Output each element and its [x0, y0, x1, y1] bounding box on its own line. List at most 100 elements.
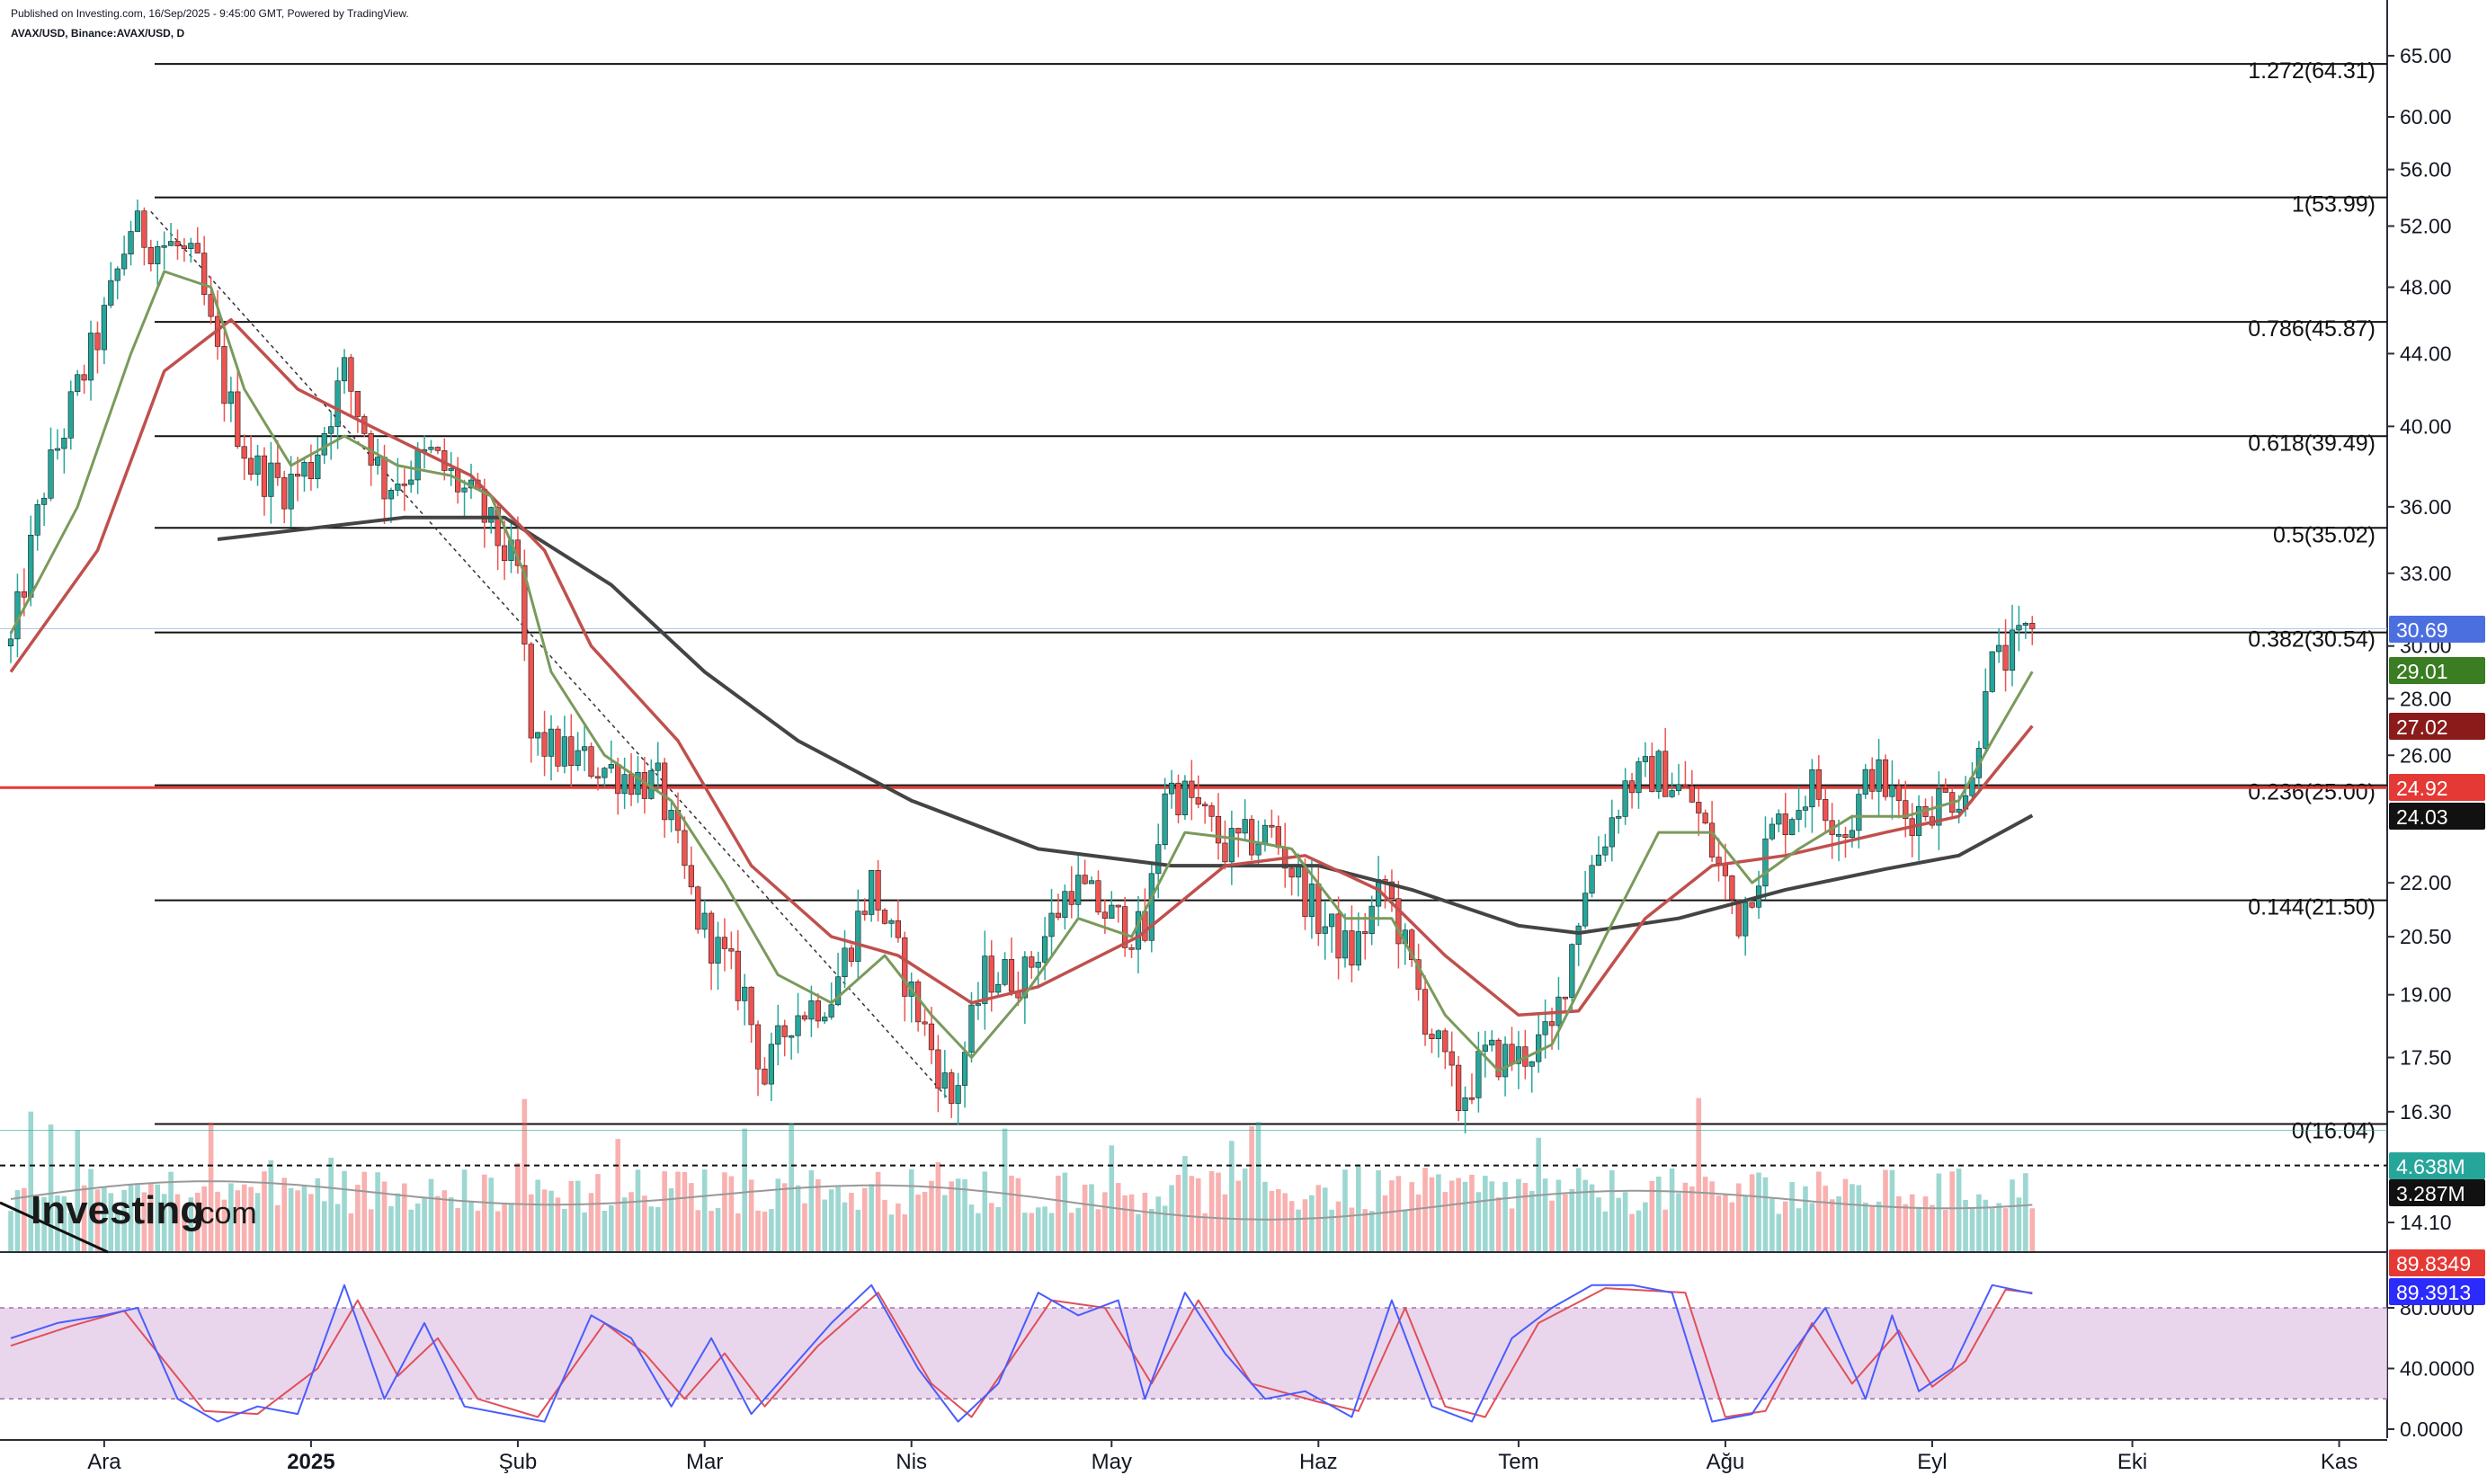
volume-bar	[1495, 1196, 1502, 1251]
price-tick-label: 28.00	[2400, 687, 2452, 710]
price-tag-label: 30.69	[2396, 618, 2448, 642]
candle-body	[2029, 623, 2036, 629]
volume-bar	[128, 1185, 134, 1251]
candle-body	[235, 391, 241, 448]
volume-bar	[515, 1163, 521, 1251]
candle-body	[1575, 925, 1582, 946]
volume-bar	[1983, 1199, 1989, 1251]
candle-body	[988, 955, 994, 993]
volume-bar	[1382, 1195, 1388, 1251]
volume-bar	[695, 1210, 701, 1251]
volume-bar	[1195, 1177, 1201, 1251]
candle-body	[1769, 823, 1775, 840]
candle-body	[67, 391, 74, 439]
fib-level-label: 0.786(45.87)	[2248, 316, 2376, 342]
candle-body	[434, 447, 441, 451]
candle-body	[301, 462, 308, 477]
volume-bar	[1322, 1187, 1328, 1251]
volume-bar	[822, 1199, 828, 1251]
volume-bar	[1709, 1181, 1715, 1251]
volume-bar	[575, 1180, 581, 1251]
candle-body	[635, 771, 641, 795]
volume-bar	[201, 1186, 207, 1251]
volume-bar	[828, 1189, 834, 1251]
candle-body	[708, 912, 715, 964]
volume-bar	[1475, 1192, 1482, 1251]
volume-bar	[1522, 1183, 1529, 1251]
candle-body	[1849, 830, 1856, 838]
candle-body	[922, 1021, 928, 1025]
candle-body	[1602, 846, 1609, 856]
fib-level-label: 0.144(21.50)	[2248, 895, 2376, 920]
volume-bar	[94, 1189, 101, 1251]
candle-body	[1689, 785, 1695, 803]
volume-bar	[1329, 1209, 1334, 1251]
volume-bar	[682, 1171, 688, 1251]
candle-body	[141, 210, 147, 248]
volume-bar	[461, 1169, 468, 1251]
candle-body	[1008, 959, 1015, 992]
volume-bar	[414, 1203, 421, 1251]
volume-bar	[1549, 1200, 1555, 1251]
candle-body	[1222, 842, 1228, 863]
volume-bar	[769, 1209, 774, 1251]
volume-bar	[1169, 1185, 1174, 1251]
volume-bar	[1502, 1181, 1508, 1251]
price-tick-label: 36.00	[2400, 495, 2452, 519]
candle-body	[281, 477, 288, 510]
candle-body	[381, 457, 388, 500]
candle-body	[1856, 794, 1862, 831]
candle-body	[1175, 782, 1181, 815]
volume-bar	[1636, 1210, 1642, 1251]
candle-body	[1622, 780, 1628, 817]
volume-bar	[789, 1123, 794, 1251]
volume-bar	[562, 1209, 567, 1251]
volume-bar	[1682, 1182, 1689, 1251]
volume-bar	[1655, 1176, 1662, 1251]
volume-bar	[215, 1191, 220, 1251]
volume-bar	[1009, 1175, 1014, 1251]
candle-body	[1649, 756, 1655, 792]
volume-bar	[395, 1193, 401, 1251]
volume-bar	[1729, 1202, 1735, 1251]
candle-body	[1135, 911, 1142, 950]
volume-tag-box	[2389, 1179, 2485, 1206]
volume-bar	[662, 1171, 667, 1251]
candle-body	[1429, 1034, 1435, 1040]
candle-body	[1729, 875, 1735, 901]
volume-bar	[375, 1172, 380, 1251]
time-tick-label: Ağu	[1707, 1450, 1745, 1474]
candle-body	[1655, 751, 1662, 792]
candle-body	[1789, 819, 1796, 835]
candle-body	[682, 830, 688, 866]
candle-body	[1569, 944, 1575, 998]
candle-body	[808, 1000, 815, 1020]
volume-bar	[1415, 1194, 1422, 1251]
volume-bar	[588, 1193, 594, 1251]
candle-body	[1202, 804, 1208, 807]
volume-bar	[221, 1199, 227, 1251]
volume-bar	[1809, 1203, 1815, 1251]
volume-bar	[861, 1187, 868, 1251]
candle-body	[1368, 905, 1375, 934]
candle-body	[1208, 805, 1215, 817]
candle-body	[1582, 893, 1589, 927]
volume-bar	[475, 1211, 481, 1251]
volume-bar	[1048, 1213, 1055, 1251]
candle-body	[48, 449, 54, 499]
volume-bar	[1436, 1174, 1441, 1251]
candle-body	[588, 746, 594, 778]
volume-bar	[1582, 1179, 1588, 1251]
volume-bar	[1469, 1174, 1475, 1251]
candle-body	[274, 462, 281, 478]
candle-body	[1495, 1039, 1502, 1078]
volume-bar	[22, 1187, 27, 1251]
volume-bar	[368, 1209, 374, 1251]
volume-bar	[715, 1207, 721, 1251]
volume-bar	[728, 1176, 735, 1251]
volume-bar	[1349, 1207, 1355, 1251]
candle-body	[995, 983, 1002, 993]
candle-body	[1456, 1064, 1462, 1111]
